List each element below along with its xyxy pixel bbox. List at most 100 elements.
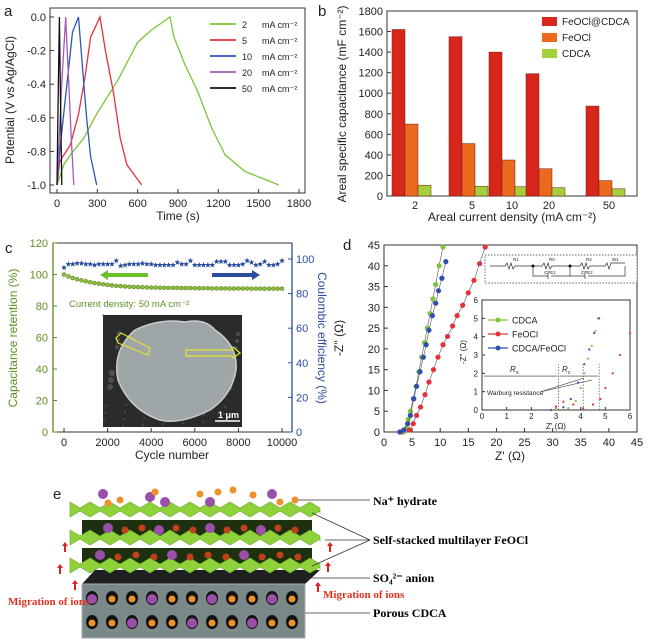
data-point-FeOCl xyxy=(476,261,483,267)
na-ion xyxy=(148,619,156,627)
data-point-CDCA/FeOCl xyxy=(423,342,429,348)
retention-marker xyxy=(271,286,276,291)
legend-label: 20 xyxy=(242,68,252,78)
panel-b-bar-chart xyxy=(386,10,638,197)
data-point-CDCA/FeOCl xyxy=(426,327,432,333)
inset-point-CDCA/FeOCl xyxy=(549,408,553,412)
warburg-pointer xyxy=(539,379,593,393)
efficiency-marker xyxy=(152,262,159,268)
x-tick-label: 50 xyxy=(603,200,615,212)
series-line-5-mA xyxy=(56,14,143,186)
label-self-stacked-feocl: Self-stacked multilayer FeOCl xyxy=(373,533,529,547)
sem-texture xyxy=(122,425,124,427)
circuit-label: R2 xyxy=(586,257,592,262)
x-tick-label: 1500 xyxy=(246,198,270,210)
inset-y-tick-label: 1 xyxy=(474,388,479,397)
inset-point-CDCA/FeOCl xyxy=(583,363,586,366)
sem-texture xyxy=(124,411,126,413)
data-point-FeOCl xyxy=(482,244,488,250)
inset-point-CDCA xyxy=(579,386,582,390)
y-tick-label: -0.2 xyxy=(27,46,46,58)
x-tick-label: 10 xyxy=(506,200,518,212)
efficiency-marker xyxy=(196,262,202,268)
y-tick-label: 120 xyxy=(30,238,48,250)
efficiency-marker xyxy=(139,260,146,266)
data-point-CDCA/FeOCl xyxy=(443,259,449,265)
sem-texture xyxy=(102,314,104,316)
interlayer-ion xyxy=(95,550,105,560)
data-point-FeOCl xyxy=(430,367,437,373)
na-ion xyxy=(128,595,136,603)
retention-marker xyxy=(70,275,75,281)
interlayer-ion xyxy=(239,550,249,560)
bar-CDCA-20 xyxy=(551,187,566,197)
na-ion xyxy=(168,595,176,603)
series-line-50-mA xyxy=(56,16,63,186)
legend-swatch xyxy=(542,33,557,42)
na-ion xyxy=(188,595,196,603)
efficiency-marker xyxy=(100,261,107,267)
efficiency-marker xyxy=(213,258,220,264)
interlayer-ion xyxy=(205,523,215,533)
y-tick-label: 20 xyxy=(36,396,48,408)
x-tick-label: 30 xyxy=(547,437,559,449)
efficiency-marker xyxy=(200,262,207,268)
y-tick-label: -0.4 xyxy=(27,79,46,91)
efficiency-marker xyxy=(174,259,181,265)
rs-subscript: s xyxy=(516,370,519,376)
data-point-CDCA/FeOCl xyxy=(439,275,445,281)
bar-FeOCl-2 xyxy=(404,123,419,197)
so4-ion xyxy=(87,594,97,604)
efficiency-marker xyxy=(266,262,272,268)
rc-subscript: c xyxy=(568,370,571,376)
efficiency-marker xyxy=(69,261,76,267)
bar-FeOCl@CDCA-2 xyxy=(391,29,406,197)
interlayer-ion xyxy=(256,525,266,535)
y-tick-label: 10 xyxy=(368,385,380,397)
y-tick-label: 80 xyxy=(36,301,48,313)
sem-texture xyxy=(123,418,125,420)
x-tick-label: 6000 xyxy=(183,437,207,449)
block-top-face xyxy=(82,570,320,584)
y-tick-label: 15 xyxy=(368,365,380,377)
retention-marker xyxy=(205,285,211,291)
label-migration-left: Migration of ions xyxy=(8,596,90,608)
x-tick-label: 0 xyxy=(381,437,387,449)
retention-marker xyxy=(114,283,119,289)
series-line-2-mA xyxy=(56,15,280,186)
efficiency-marker xyxy=(74,260,80,266)
retention-marker xyxy=(227,286,232,291)
inset-point-FeOCl xyxy=(611,372,614,375)
retention-marker xyxy=(140,285,145,290)
series-line-20-mA xyxy=(56,16,75,186)
data-point-CDCA xyxy=(436,263,442,269)
inset-point-CDCA/FeOCl xyxy=(577,381,580,384)
inset-y-tick-label: 4 xyxy=(474,333,479,342)
retention-marker xyxy=(66,274,71,279)
so4-ion xyxy=(160,497,170,507)
circuit-label: W1 xyxy=(612,257,619,262)
bar-FeOCl-10 xyxy=(501,159,516,197)
y-right-tick-label: 0 xyxy=(296,427,302,439)
interlayer-ion xyxy=(103,523,113,533)
inset-point-FeOCl xyxy=(599,397,602,401)
inset-legend-label: CDCA xyxy=(512,316,538,326)
efficiency-marker xyxy=(161,262,168,268)
na-hydrate-ion xyxy=(151,488,159,496)
panel-d-nyquist-chart xyxy=(383,244,638,435)
na-ion xyxy=(288,595,296,603)
retention-marker xyxy=(188,285,193,291)
data-point-FeOCl xyxy=(406,427,412,433)
x-axis-label: Cycle number xyxy=(135,448,209,462)
data-point-CDCA/FeOCl xyxy=(420,354,426,360)
retention-marker xyxy=(83,279,89,284)
inset-x-tick-label: 6 xyxy=(628,412,633,421)
data-point-CDCA/FeOCl xyxy=(401,427,407,433)
na-ion xyxy=(88,619,96,627)
so4-ion xyxy=(127,618,137,628)
data-point-CDCA/FeOCl xyxy=(407,412,414,418)
retention-marker xyxy=(257,286,263,291)
data-point-FeOCl xyxy=(426,379,432,385)
panel-c-cycling-chart xyxy=(52,242,293,433)
